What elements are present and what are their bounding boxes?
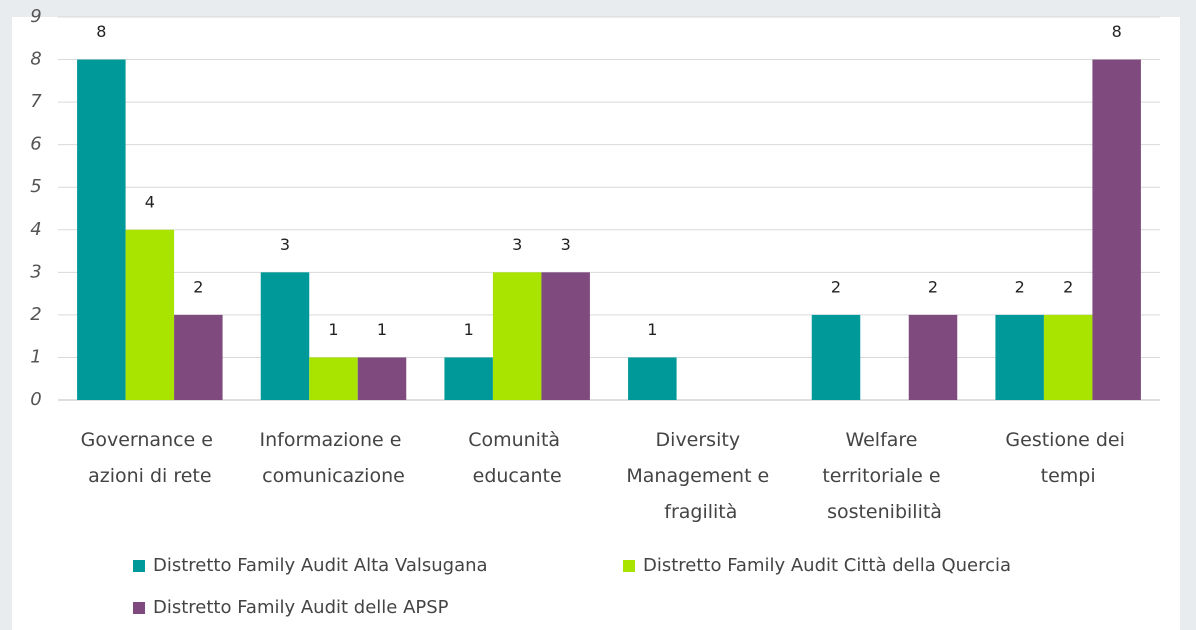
data-label: 2 <box>1015 277 1025 296</box>
y-tick-label: 9 <box>30 6 41 27</box>
bar <box>541 272 590 400</box>
y-tick-label: 6 <box>30 134 41 155</box>
bar <box>908 314 958 400</box>
legend-swatch <box>623 560 635 572</box>
data-label: 1 <box>328 320 338 339</box>
y-tick-label: 1 <box>30 346 41 367</box>
bar <box>995 314 1044 400</box>
data-label: 4 <box>145 192 155 211</box>
bar <box>174 314 223 400</box>
y-tick-label: 4 <box>30 219 41 240</box>
legend-label: Distretto Family Audit Alta Valsugana <box>153 555 488 576</box>
legend-swatch <box>133 602 145 614</box>
x-tick-label: Comunità educante <box>468 429 566 487</box>
data-label: 3 <box>512 235 522 254</box>
x-tick-label: Gestione dei tempi <box>1005 429 1131 487</box>
bar <box>492 272 542 400</box>
bar <box>309 357 358 400</box>
data-label: 2 <box>1063 277 1073 296</box>
data-label: 2 <box>928 277 938 296</box>
bar <box>811 314 861 400</box>
bar <box>628 357 677 400</box>
bar <box>357 357 407 400</box>
data-label: 2 <box>831 277 841 296</box>
x-tick-label: Diversity Management e fragilità <box>626 429 775 523</box>
data-label: 2 <box>193 277 203 296</box>
y-tick-label: 5 <box>30 176 41 197</box>
x-tick-label: Governance e azioni di rete <box>81 429 219 487</box>
x-tick-label: Informazione e comunicazione <box>260 429 408 487</box>
data-label: 1 <box>647 320 657 339</box>
x-tick-label: Welfare territoriale e sostenibilità <box>822 429 946 523</box>
bar <box>1092 59 1141 401</box>
data-label: 1 <box>377 320 387 339</box>
y-tick-label: 3 <box>30 261 41 282</box>
legend-label: Distretto Family Audit Città della Querc… <box>643 555 1011 576</box>
y-tick-label: 8 <box>30 49 41 70</box>
data-label: 8 <box>1112 22 1122 41</box>
bar <box>1043 314 1093 400</box>
bar <box>444 357 493 400</box>
y-tick-label: 2 <box>30 304 41 325</box>
bar <box>260 272 310 400</box>
data-label: 3 <box>561 235 571 254</box>
data-label: 8 <box>96 22 106 41</box>
legend-swatch <box>133 560 145 572</box>
y-tick-label: 0 <box>30 389 41 410</box>
legend-label: Distretto Family Audit delle APSP <box>153 597 449 618</box>
y-tick-label: 7 <box>30 91 42 112</box>
data-label: 3 <box>280 235 290 254</box>
bar <box>77 59 126 401</box>
data-label: 1 <box>464 320 474 339</box>
bar <box>125 229 175 400</box>
